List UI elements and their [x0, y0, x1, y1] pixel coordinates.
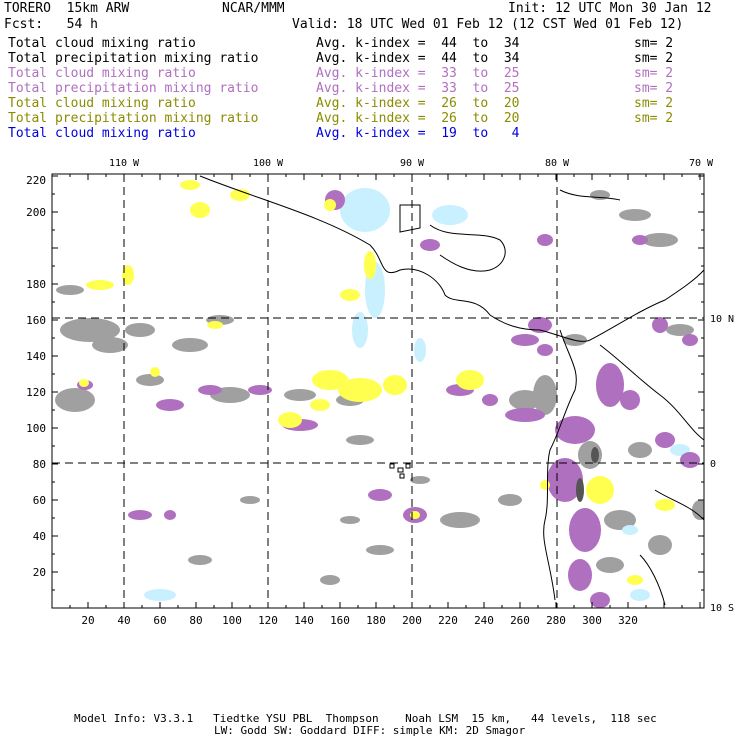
legend-sm: sm= 2 [634, 51, 674, 66]
legend-range: Avg. k-index = 26 to 20 [316, 96, 520, 111]
lat-label: 0 [710, 459, 716, 470]
x-tick-label: 140 [294, 614, 314, 627]
x-tick-label: 260 [510, 614, 530, 627]
legend-field: Total precipitation mixing ratio [8, 51, 259, 66]
legend-field: Total cloud mixing ratio [8, 66, 196, 81]
y-tick-labels: 20 40 60 80 100 120 140 160 180 200 220 [26, 174, 46, 579]
y-tick-label: 60 [33, 494, 46, 507]
model-name: TORERO 15km ARW [4, 1, 130, 16]
lat-label: 10 N [710, 314, 734, 325]
x-tick-label: 200 [402, 614, 422, 627]
model-info-line1: Model Info: V3.3.1 Tiedtke YSU PBL Thomp… [74, 712, 657, 725]
y-tick-label: 180 [26, 278, 46, 291]
x-tick-label: 80 [189, 614, 202, 627]
legend-field: Total cloud mixing ratio [8, 96, 196, 111]
x-tick-label: 240 [474, 614, 494, 627]
legend-sm: sm= 2 [634, 66, 674, 81]
organization: NCAR/MMM [222, 1, 285, 16]
latlon-grid [52, 174, 704, 608]
legend-field: Total cloud mixing ratio [8, 36, 196, 51]
yellow-precip-patches [79, 180, 675, 585]
legend-range: Avg. k-index = 33 to 25 [316, 81, 520, 96]
lon-label: 70 W [689, 158, 714, 169]
lon-label: 100 W [253, 158, 284, 169]
valid-time: Valid: 18 UTC Wed 01 Feb 12 (12 CST Wed … [292, 17, 684, 32]
legend-sm: sm= 2 [634, 111, 674, 126]
forecast-hour: Fcst: 54 h [4, 17, 98, 32]
y-tick-label: 220 [26, 174, 46, 187]
x-tick-label: 160 [330, 614, 350, 627]
legend-sm: sm= 2 [634, 81, 674, 96]
dark-cloud-cores [576, 447, 599, 502]
x-tick-label: 220 [438, 614, 458, 627]
x-tick-label: 40 [117, 614, 130, 627]
lat-label: 10 S [710, 603, 734, 614]
legend-range: Avg. k-index = 19 to 4 [316, 126, 520, 141]
legend-range: Avg. k-index = 33 to 25 [316, 66, 520, 81]
legend-range: Avg. k-index = 26 to 20 [316, 111, 520, 126]
legend-field: Total precipitation mixing ratio [8, 81, 259, 96]
lon-label: 80 W [545, 158, 570, 169]
init-time: Init: 12 UTC Mon 30 Jan 12 [508, 1, 712, 16]
x-tick-label: 280 [546, 614, 566, 627]
galapagos-islands [389, 463, 411, 479]
lon-label: 90 W [400, 158, 425, 169]
legend-range: Avg. k-index = 44 to 34 [316, 51, 520, 66]
field-layer [55, 180, 704, 608]
x-tick-label: 320 [618, 614, 638, 627]
coastlines [199, 175, 704, 606]
legend-range: Avg. k-index = 44 to 34 [316, 36, 520, 51]
y-tick-label: 80 [33, 458, 46, 471]
x-tick-label: 120 [258, 614, 278, 627]
y-tick-label: 120 [26, 386, 46, 399]
legend-field: Total precipitation mixing ratio [8, 111, 259, 126]
axis-ticks [52, 174, 704, 608]
x-tick-label: 300 [582, 614, 602, 627]
legend-field: Total cloud mixing ratio [8, 126, 196, 141]
x-tick-label: 60 [153, 614, 166, 627]
plot-frame [51, 173, 705, 609]
model-info-line2: LW: Godd SW: Goddard DIFF: simple KM: 2D… [214, 724, 526, 737]
magenta-precip-patches [77, 190, 700, 608]
y-tick-label: 160 [26, 314, 46, 327]
x-tick-labels: 20 40 60 80 100 120 140 160 180 200 220 … [81, 614, 638, 627]
y-tick-label: 20 [33, 566, 46, 579]
y-tick-label: 140 [26, 350, 46, 363]
x-tick-label: 20 [81, 614, 94, 627]
x-tick-label: 180 [366, 614, 386, 627]
lon-label: 110 W [109, 158, 140, 169]
y-tick-label: 40 [33, 530, 46, 543]
legend-sm: sm= 2 [634, 36, 674, 51]
lat-labels: 10 N 0 10 S [710, 314, 734, 614]
legend-sm: sm= 2 [634, 96, 674, 111]
x-tick-label: 100 [222, 614, 242, 627]
y-tick-label: 100 [26, 422, 46, 435]
y-tick-label: 200 [26, 206, 46, 219]
lon-labels: 110 W 100 W 90 W 80 W 70 W [109, 158, 714, 169]
